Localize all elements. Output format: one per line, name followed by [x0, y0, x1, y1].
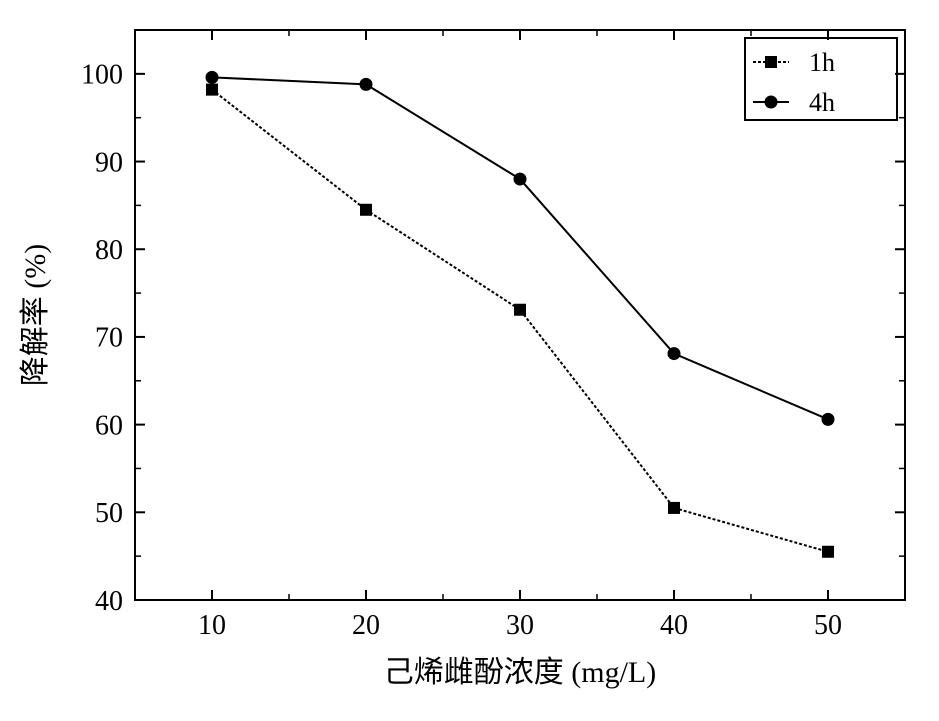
x-tick-label: 40 [660, 610, 688, 641]
y-tick-label: 70 [95, 323, 123, 354]
y-axis-title: 降解率 (%) [19, 244, 52, 386]
legend-label: 1h [809, 48, 835, 77]
marker-square [514, 304, 526, 316]
legend-marker-square [765, 56, 777, 68]
marker-circle [514, 173, 527, 186]
marker-square [668, 502, 680, 514]
y-tick-label: 100 [81, 60, 123, 91]
marker-circle [822, 413, 835, 426]
series-line-1h [212, 90, 828, 552]
marker-circle [206, 71, 219, 84]
marker-square [206, 84, 218, 96]
x-tick-label: 30 [506, 610, 534, 641]
x-axis-title: 己烯雌酚浓度 (mg/L) [384, 656, 656, 689]
chart-svg: 10 20 30 40 50 40 50 60 70 80 90 100 己烯雌酚浓度 (mg/L) 降解… [0, 0, 939, 721]
legend-label: 4h [809, 88, 835, 117]
x-tick-label: 50 [814, 610, 842, 641]
y-tick-label: 50 [95, 498, 123, 529]
chart-container: 10 20 30 40 50 40 50 60 70 80 90 100 己烯雌酚浓度 (mg/L) 降解… [0, 0, 939, 721]
y-tick-label: 40 [95, 586, 123, 617]
marker-circle [360, 78, 373, 91]
y-tick-label: 80 [95, 235, 123, 266]
marker-square [822, 546, 834, 558]
marker-square [360, 204, 372, 216]
series-line-4h [212, 77, 828, 419]
x-tick-label: 20 [352, 610, 380, 641]
marker-circle [668, 347, 681, 360]
y-tick-label: 60 [95, 410, 123, 441]
legend-marker-circle [765, 96, 778, 109]
y-tick-label: 90 [95, 147, 123, 178]
x-tick-label: 10 [198, 610, 226, 641]
